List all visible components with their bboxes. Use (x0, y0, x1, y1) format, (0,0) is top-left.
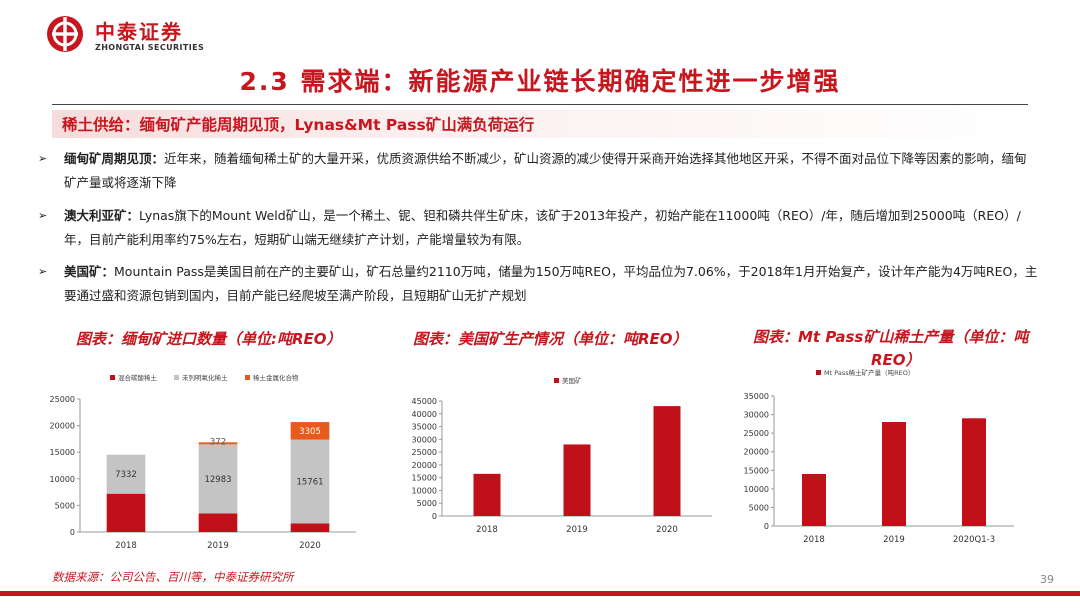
chart-title-myanmar-imports: 图表：缅甸矿进口数量（单位:吨REO） (76, 330, 342, 348)
x-tick-label: 2019 (207, 541, 229, 551)
bar-1-0 (106, 454, 146, 494)
y-tick-label: 25000 (744, 429, 769, 438)
bullet-text: Mountain Pass是美国目前在产的主要矿山，矿石总量约2110万吨，储量… (64, 264, 1038, 303)
legend-entry: 混合碳酸稀土 (118, 373, 158, 382)
y-tick-label: 10000 (50, 475, 75, 484)
x-tick-label: 2020 (299, 541, 321, 551)
bar-2-2 (290, 422, 330, 440)
legend-swatch (174, 375, 179, 380)
bar-0-0 (802, 474, 826, 526)
data-label: 7332 (115, 470, 137, 480)
bullet-text: 近年来，随着缅甸稀土矿的大量开采，优质资源供给不断减少，矿山资源的减少使得开采商… (64, 151, 1027, 190)
legend-swatch (554, 378, 559, 383)
legend-entry: 未列明氧化稀土 (182, 373, 228, 382)
subheading-band (52, 110, 1028, 138)
title-divider (52, 104, 1028, 105)
y-tick-label: 5000 (417, 499, 437, 508)
data-source-note: 数据来源：公司公告、百川等，中泰证券研究所 (52, 570, 294, 584)
y-tick-label: 0 (432, 512, 437, 521)
bar-0-0 (473, 473, 501, 516)
legend-swatch (245, 375, 250, 380)
legend-entry: 稀土金属化合物 (253, 373, 299, 382)
y-tick-label: 5000 (749, 503, 769, 512)
y-tick-label: 25000 (412, 448, 437, 457)
chart-us-production: 0 5000 10000 15000 20000 25000 30000 35000 40000… (412, 376, 712, 535)
y-tick-label: 40000 (412, 410, 437, 419)
data-label: 3305 (299, 427, 321, 437)
y-tick-label: 35000 (744, 392, 769, 401)
zhongtai-logo-icon (47, 16, 83, 52)
legend-swatch (110, 375, 115, 380)
bar-0-2 (290, 523, 330, 532)
bullet-arrow-icon: ➢ (38, 209, 48, 222)
legend-entry: 美国矿 (562, 376, 582, 385)
y-tick-label: 5000 (55, 501, 75, 510)
y-tick-label: 35000 (412, 423, 437, 432)
legend-swatch (816, 370, 821, 375)
y-tick-label: 10000 (744, 485, 769, 494)
y-tick-label: 30000 (744, 411, 769, 420)
footer-bar (0, 591, 1080, 596)
y-tick-label: 20000 (412, 461, 437, 470)
legend-entry: Mt Pass稀土矿产量（吨REO） (824, 368, 914, 377)
chart-title-mtpass-output-cont: REO） (871, 351, 921, 369)
y-tick-label: 15000 (50, 448, 75, 457)
chart-title-us-production: 图表：美国矿生产情况（单位：吨REO） (413, 330, 688, 348)
company-logo: 中泰证券 ZHONGTAI SECURITIES (45, 12, 345, 62)
bullet-item-myanmar: ➢ 缅甸矿周期见顶：近年来，随着缅甸稀土矿的大量开采，优质资源供给不断减少，矿山… (38, 147, 1038, 195)
bullet-arrow-icon: ➢ (38, 265, 48, 278)
x-tick-label: 2018 (115, 541, 137, 551)
bullet-lead: 缅甸矿周期见顶： (64, 151, 165, 166)
x-tick-label: 2020Q1-3 (953, 535, 995, 545)
chart-mtpass-output: 0 5000 10000 15000 20000 25000 30000 35000 Mt Pa… (744, 368, 1014, 545)
chart-title-mtpass-output: 图表：Mt Pass矿山稀土产量（单位：吨 (753, 328, 1029, 346)
bar-0-2 (653, 406, 681, 516)
bullet-lead: 澳大利亚矿： (64, 208, 140, 223)
y-tick-label: 20000 (744, 448, 769, 457)
y-tick-label: 45000 (412, 397, 437, 406)
chart-myanmar-imports: 0 5000 10000 15000 20000 25000 混合碳酸稀土 未列明氧化稀土 稀土… (50, 373, 356, 551)
bar-0-2 (962, 418, 986, 526)
page-number: 39 (1040, 573, 1054, 586)
bullet-item-australia: ➢ 澳大利亚矿：Lynas旗下的Mount Weld矿山，是一个稀土、铌、钽和磷… (38, 204, 1038, 252)
x-tick-label: 2019 (566, 525, 588, 535)
data-label: 12983 (204, 475, 231, 485)
x-tick-label: 2019 (883, 535, 905, 545)
brand-name-cn: 中泰证券 (95, 20, 183, 44)
bar-1-1 (198, 444, 238, 514)
x-tick-label: 2018 (476, 525, 498, 535)
page-title: 2.3 需求端：新能源产业链长期确定性进一步增强 (239, 67, 841, 96)
y-tick-label: 25000 (50, 395, 75, 404)
bar-0-0 (106, 493, 146, 532)
y-tick-label: 0 (764, 522, 769, 531)
bar-0-1 (563, 444, 591, 516)
x-tick-label: 2018 (803, 535, 825, 545)
bar-0-1 (198, 513, 238, 532)
data-label: 372 (210, 437, 226, 447)
y-tick-label: 15000 (412, 474, 437, 483)
y-tick-label: 10000 (412, 486, 437, 495)
y-tick-label: 20000 (50, 422, 75, 431)
bar-1-2 (290, 439, 330, 524)
y-tick-label: 30000 (412, 435, 437, 444)
data-label: 15761 (296, 478, 323, 488)
section-subheading: 稀土供给：缅甸矿产能周期见顶，Lynas&Mt Pass矿山满负荷运行 (62, 116, 535, 134)
bullet-lead: 美国矿： (64, 264, 115, 279)
x-tick-label: 2020 (656, 525, 678, 535)
bar-0-1 (882, 422, 906, 526)
bullet-item-usa: ➢ 美国矿：Mountain Pass是美国目前在产的主要矿山，矿石总量约211… (38, 260, 1038, 308)
y-tick-label: 0 (70, 528, 75, 537)
y-tick-label: 15000 (744, 466, 769, 475)
bar-2-1 (198, 442, 238, 445)
bullet-arrow-icon: ➢ (38, 152, 48, 165)
brand-name-en: ZHONGTAI SECURITIES (95, 43, 205, 52)
bullet-text: Lynas旗下的Mount Weld矿山，是一个稀土、铌、钽和磷共伴生矿床，该矿… (64, 208, 1021, 247)
